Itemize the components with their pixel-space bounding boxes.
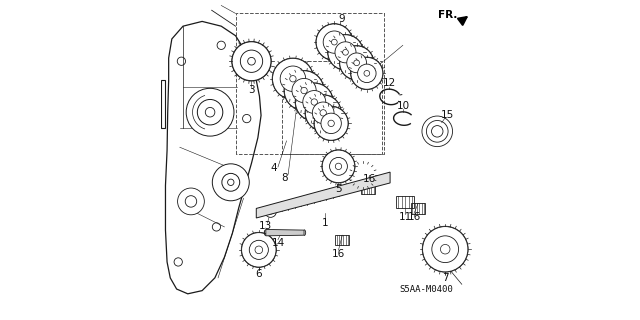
Text: 1: 1 (321, 218, 328, 228)
Circle shape (303, 91, 326, 114)
Circle shape (321, 113, 341, 133)
Circle shape (296, 83, 333, 121)
Circle shape (293, 80, 315, 101)
Circle shape (330, 157, 348, 175)
Circle shape (330, 158, 347, 175)
Circle shape (335, 163, 342, 170)
Circle shape (322, 150, 355, 183)
Circle shape (228, 179, 234, 186)
Circle shape (340, 46, 374, 80)
Circle shape (272, 58, 314, 100)
Circle shape (328, 120, 334, 126)
Circle shape (316, 24, 353, 60)
Circle shape (250, 241, 268, 259)
Circle shape (273, 58, 314, 99)
Circle shape (249, 240, 268, 260)
Text: 8: 8 (282, 172, 288, 182)
Text: 6: 6 (255, 269, 262, 279)
Circle shape (305, 95, 341, 131)
Circle shape (358, 65, 375, 82)
Circle shape (432, 236, 459, 263)
Circle shape (440, 244, 450, 254)
Text: 7: 7 (442, 273, 449, 283)
Text: S5AA-M0400: S5AA-M0400 (399, 285, 452, 294)
Circle shape (336, 43, 355, 62)
Circle shape (212, 164, 249, 201)
Circle shape (328, 35, 363, 70)
Circle shape (433, 237, 458, 261)
Circle shape (314, 106, 348, 140)
Polygon shape (266, 229, 304, 236)
Circle shape (320, 110, 326, 116)
Circle shape (232, 42, 271, 81)
Circle shape (358, 64, 376, 83)
Circle shape (351, 57, 383, 89)
Circle shape (422, 227, 468, 272)
Circle shape (284, 71, 324, 110)
Text: 11: 11 (399, 212, 412, 222)
Circle shape (292, 78, 316, 103)
Circle shape (312, 102, 334, 124)
Text: 13: 13 (259, 221, 272, 231)
Circle shape (241, 51, 262, 71)
Circle shape (332, 39, 337, 45)
Circle shape (339, 46, 374, 80)
Circle shape (241, 232, 276, 268)
Circle shape (222, 173, 240, 191)
Circle shape (284, 70, 324, 111)
Circle shape (197, 100, 223, 125)
Text: 16: 16 (408, 212, 420, 222)
Circle shape (198, 100, 222, 124)
Text: 9: 9 (339, 14, 345, 24)
Text: 5: 5 (335, 184, 342, 194)
Circle shape (301, 87, 307, 94)
Circle shape (322, 115, 340, 132)
Circle shape (280, 66, 306, 92)
Circle shape (304, 92, 324, 112)
Circle shape (232, 42, 271, 81)
Circle shape (322, 150, 355, 183)
Circle shape (311, 99, 317, 105)
Circle shape (351, 57, 383, 90)
Circle shape (186, 88, 234, 136)
Text: 14: 14 (271, 238, 285, 248)
Circle shape (205, 108, 215, 117)
Circle shape (314, 107, 348, 140)
Circle shape (335, 42, 356, 63)
Polygon shape (256, 172, 390, 218)
Circle shape (347, 53, 367, 73)
Circle shape (316, 24, 353, 60)
Circle shape (314, 103, 333, 123)
Text: FR.: FR. (438, 10, 457, 20)
Circle shape (324, 32, 344, 52)
Circle shape (255, 246, 262, 254)
Circle shape (323, 31, 346, 53)
Circle shape (348, 54, 365, 72)
Text: 16: 16 (363, 174, 376, 184)
Circle shape (305, 95, 341, 131)
Circle shape (282, 67, 305, 90)
Circle shape (328, 35, 364, 70)
Circle shape (422, 226, 468, 272)
Text: 15: 15 (441, 110, 454, 120)
Circle shape (364, 70, 370, 76)
Circle shape (248, 57, 255, 65)
Text: 4: 4 (271, 163, 277, 173)
Circle shape (223, 174, 239, 190)
Circle shape (185, 196, 196, 207)
Text: 3: 3 (248, 85, 255, 95)
Circle shape (342, 50, 348, 55)
Text: 10: 10 (397, 101, 410, 111)
Circle shape (242, 233, 276, 267)
Text: 16: 16 (332, 249, 345, 259)
Circle shape (354, 60, 360, 66)
Text: 12: 12 (383, 78, 396, 88)
Circle shape (241, 50, 262, 72)
Circle shape (290, 76, 296, 82)
Circle shape (295, 83, 333, 121)
Circle shape (177, 188, 204, 215)
